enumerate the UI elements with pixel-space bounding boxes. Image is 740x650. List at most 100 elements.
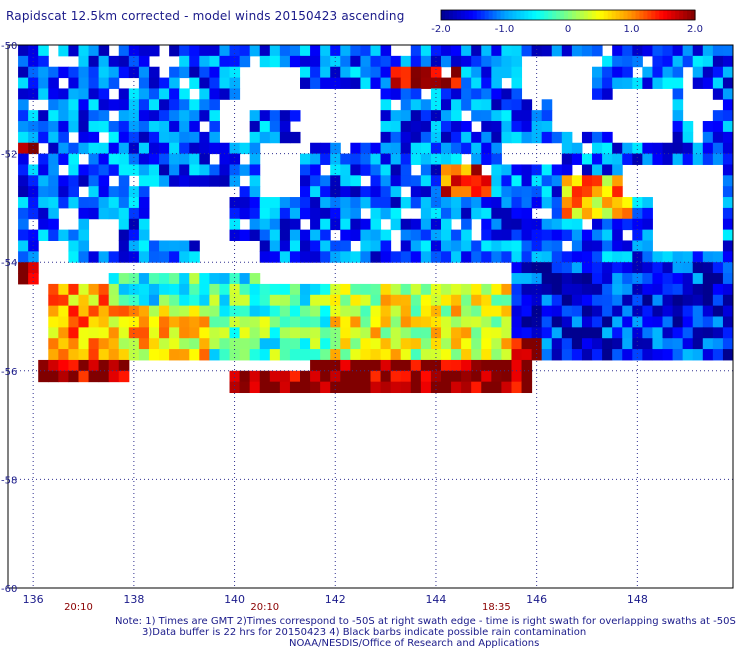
- heatmap-cell: [380, 240, 392, 252]
- heatmap-cell: [78, 359, 90, 372]
- heatmap-cell: [88, 131, 100, 144]
- heatmap-cell: [410, 110, 422, 122]
- heatmap-cell: [430, 218, 442, 231]
- colorbar-swatch: [619, 10, 625, 20]
- heatmap-cell: [98, 197, 110, 209]
- heatmap-cell: [18, 164, 29, 176]
- heatmap-cell: [430, 197, 442, 209]
- heatmap-cell: [48, 207, 59, 220]
- heatmap-cell: [38, 110, 49, 122]
- heatmap-cell: [451, 45, 462, 57]
- heatmap-cell: [320, 142, 331, 155]
- heatmap-cell: [551, 218, 563, 231]
- heatmap-cell: [48, 283, 59, 296]
- heatmap-cell: [430, 110, 442, 122]
- heatmap-cell: [118, 153, 130, 165]
- heatmap-cell: [380, 77, 392, 89]
- heatmap-cell: [199, 55, 210, 68]
- heatmap-cell: [461, 186, 472, 198]
- heatmap-cell: [592, 338, 603, 350]
- heatmap-cell: [58, 99, 69, 111]
- heatmap-cell: [410, 77, 422, 89]
- heatmap-cell: [501, 240, 512, 252]
- heatmap-cell: [531, 305, 543, 317]
- heatmap-cell: [461, 99, 472, 111]
- heatmap-cell: [632, 349, 643, 361]
- heatmap-cell: [118, 142, 130, 155]
- heatmap-cell: [88, 283, 100, 296]
- colorbar-swatch: [452, 10, 458, 20]
- heatmap-cell: [320, 359, 331, 372]
- heatmap-cell: [712, 55, 724, 68]
- heatmap-cell: [98, 153, 110, 165]
- heatmap-cell: [511, 121, 523, 133]
- heatmap-cell: [531, 186, 543, 198]
- heatmap-cell: [128, 316, 140, 328]
- heatmap-cell: [179, 45, 190, 57]
- colorbar-swatch: [575, 10, 581, 20]
- heatmap-cell: [571, 283, 583, 296]
- heatmap-cell: [622, 218, 633, 231]
- heatmap-cell: [98, 164, 110, 176]
- heatmap-cell: [491, 207, 502, 220]
- heatmap-cell: [350, 153, 361, 165]
- heatmap-cell: [430, 240, 442, 252]
- heatmap-cell: [541, 327, 553, 339]
- heatmap-cell: [370, 349, 382, 361]
- heatmap-cell: [440, 283, 452, 296]
- heatmap-cell: [330, 77, 341, 89]
- heatmap-cell: [521, 327, 533, 339]
- time-label: 18:35: [482, 602, 511, 613]
- heatmap-cell: [199, 88, 210, 100]
- heatmap-cell: [159, 164, 170, 176]
- heatmap-cell: [179, 55, 190, 68]
- heatmap-cell: [179, 88, 190, 100]
- heatmap-cell: [722, 66, 734, 79]
- heatmap-cell: [672, 131, 684, 144]
- heatmap-cell: [380, 349, 392, 361]
- heatmap-cell: [662, 66, 674, 79]
- heatmap-cell: [289, 251, 301, 263]
- heatmap-cell: [279, 381, 291, 394]
- heatmap-cell: [18, 197, 29, 209]
- heatmap-cell: [28, 229, 39, 241]
- heatmap-cell: [320, 381, 331, 394]
- heatmap-cell: [692, 294, 704, 307]
- heatmap-cell: [481, 197, 492, 209]
- heatmap-cell: [300, 186, 311, 198]
- colorbar-swatch: [441, 10, 446, 20]
- heatmap-cell: [521, 240, 533, 252]
- heatmap-cell: [521, 218, 533, 231]
- heatmap-cell: [592, 229, 603, 241]
- heatmap-cell: [410, 45, 422, 57]
- heatmap-cell: [471, 175, 482, 187]
- heatmap-cell: [440, 359, 452, 372]
- heatmap-cell: [370, 164, 382, 176]
- heatmap-cell: [310, 370, 321, 383]
- colorbar-swatch: [448, 10, 454, 20]
- heatmap-cell: [481, 121, 492, 133]
- heatmap-cell: [551, 197, 563, 209]
- heatmap-cell: [581, 131, 593, 144]
- heatmap-cell: [702, 262, 714, 274]
- heatmap-cell: [712, 66, 724, 79]
- colorbar-tick-label: 2.0: [687, 24, 703, 35]
- heatmap-cell: [420, 240, 432, 252]
- heatmap-cell: [28, 186, 39, 198]
- heatmap-cell: [88, 45, 100, 57]
- heatmap-cell: [571, 45, 583, 57]
- heatmap-cell: [541, 283, 553, 296]
- heatmap-cell: [300, 175, 311, 187]
- heatmap-cell: [501, 218, 512, 231]
- heatmap-cell: [592, 164, 603, 176]
- heatmap-cell: [712, 88, 724, 100]
- heatmap-cell: [98, 283, 110, 296]
- heatmap-cell: [320, 207, 331, 220]
- heatmap-cell: [370, 142, 382, 155]
- heatmap-cell: [98, 77, 110, 89]
- heatmap-cell: [511, 327, 523, 339]
- heatmap-cell: [78, 305, 90, 317]
- heatmap-cell: [370, 77, 382, 89]
- heatmap-cell: [682, 153, 694, 165]
- heatmap-cell: [159, 99, 170, 111]
